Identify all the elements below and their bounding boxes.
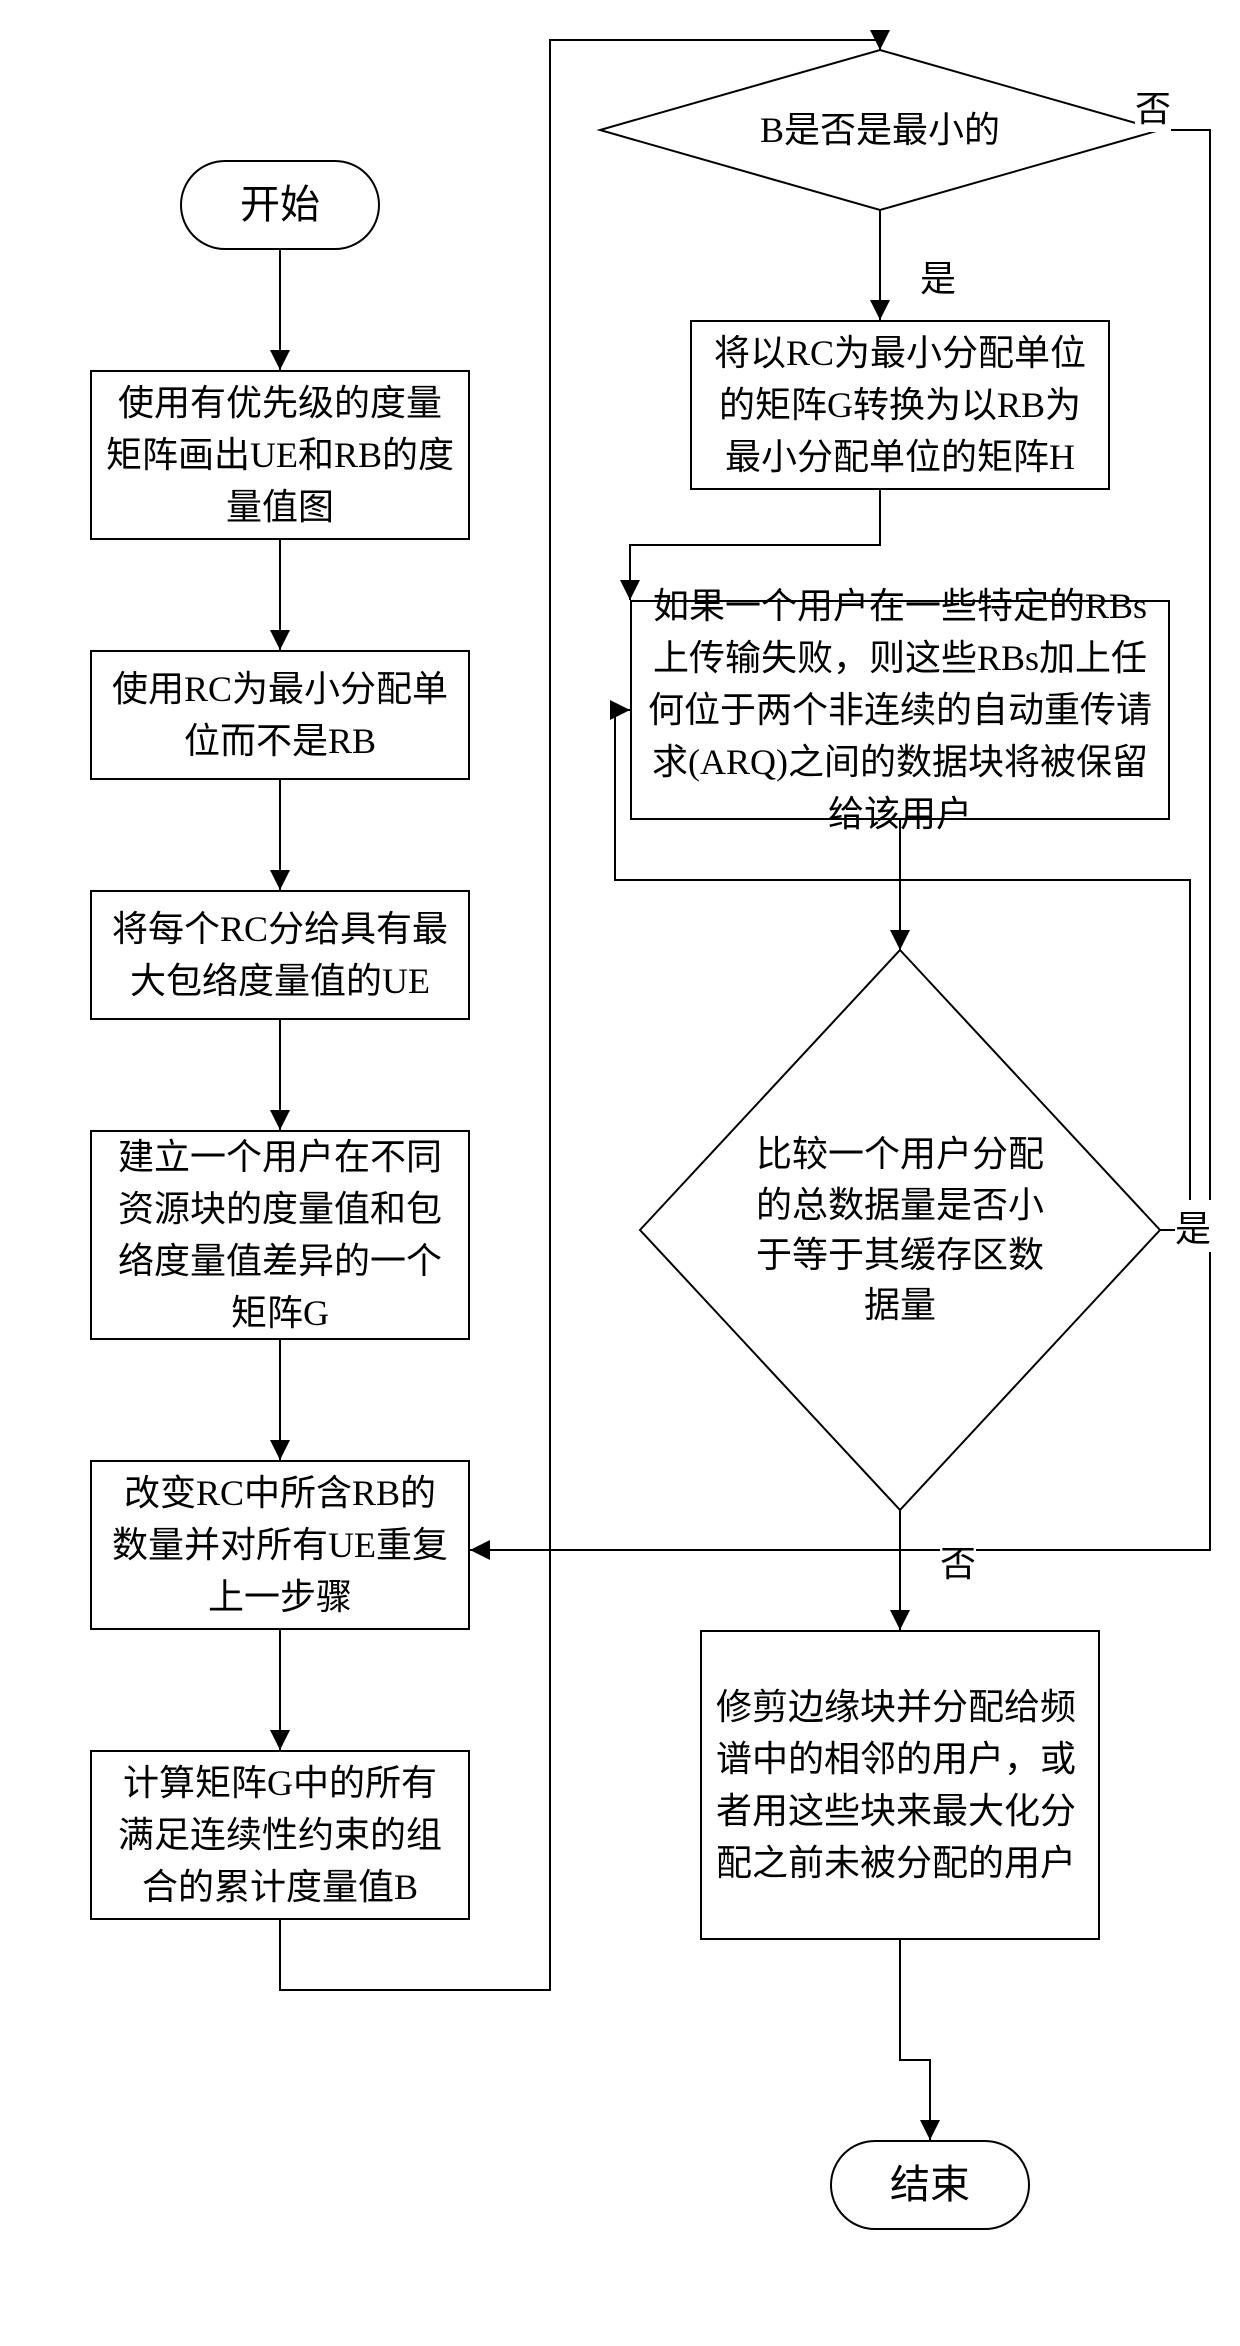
node-n4: 建立一个用户在不同资源块的度量值和包络度量值差异的一个矩阵G: [90, 1130, 470, 1340]
node-n3: 将每个RC分给具有最大包络度量值的UE: [90, 890, 470, 1020]
node-n8-label: 如果一个用户在一些特定的RBs上传输失败，则这些RBs加上任何位于两个非连续的自…: [646, 580, 1154, 841]
node-n5: 改变RC中所含RB的数量并对所有UE重复上一步骤: [90, 1460, 470, 1630]
node-n4-label: 建立一个用户在不同资源块的度量值和包络度量值差异的一个矩阵G: [106, 1131, 454, 1340]
node-d1-label: B是否是最小的: [760, 105, 1000, 155]
node-d1-text: B是否是最小的: [740, 100, 1020, 160]
node-n6: 计算矩阵G中的所有满足连续性约束的组合的累计度量值B: [90, 1750, 470, 1920]
node-d2-label: 比较一个用户分配的总数据量是否小于等于其缓存区数据量: [740, 1129, 1060, 1331]
node-n2-label: 使用RC为最小分配单位而不是RB: [106, 663, 454, 767]
node-n8: 如果一个用户在一些特定的RBs上传输失败，则这些RBs加上任何位于两个非连续的自…: [630, 600, 1170, 820]
node-n2: 使用RC为最小分配单位而不是RB: [90, 650, 470, 780]
node-n1: 使用有优先级的度量矩阵画出UE和RB的度量值图: [90, 370, 470, 540]
edge-label-d2-yes: 是: [1175, 1200, 1211, 1252]
node-n5-label: 改变RC中所含RB的数量并对所有UE重复上一步骤: [106, 1467, 454, 1624]
node-n7: 将以RC为最小分配单位的矩阵G转换为以RB为最小分配单位的矩阵H: [690, 320, 1110, 490]
edge-label-d1-yes: 是: [920, 250, 956, 302]
node-end-label: 结束: [890, 2156, 970, 2214]
node-d2-text: 比较一个用户分配的总数据量是否小于等于其缓存区数据量: [740, 1070, 1060, 1390]
node-n9-label: 修剪边缘块并分配给频谱中的相邻的用户，或者用这些块来最大化分配之前未被分配的用户: [716, 1681, 1084, 1890]
node-start-label: 开始: [240, 176, 320, 234]
node-n6-label: 计算矩阵G中的所有满足连续性约束的组合的累计度量值B: [106, 1757, 454, 1914]
node-n7-label: 将以RC为最小分配单位的矩阵G转换为以RB为最小分配单位的矩阵H: [706, 327, 1094, 484]
node-start: 开始: [180, 160, 380, 250]
node-n3-label: 将每个RC分给具有最大包络度量值的UE: [106, 903, 454, 1007]
node-n1-label: 使用有优先级的度量矩阵画出UE和RB的度量值图: [106, 377, 454, 534]
edge-label-d2-no: 否: [940, 1535, 976, 1587]
node-n9: 修剪边缘块并分配给频谱中的相邻的用户，或者用这些块来最大化分配之前未被分配的用户: [700, 1630, 1100, 1940]
node-end: 结束: [830, 2140, 1030, 2230]
edge-label-d1-no: 否: [1135, 80, 1171, 132]
